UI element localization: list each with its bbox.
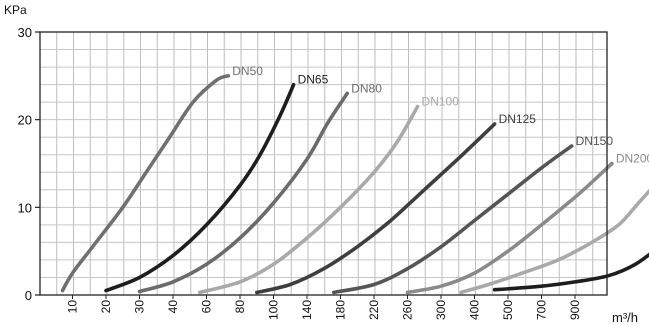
series-label-dn65: DN65 — [298, 73, 329, 87]
x-tick-label: 700 — [535, 300, 549, 320]
x-tick-label: 400 — [468, 300, 482, 320]
x-tick-label: 60 — [200, 300, 214, 314]
y-tick-label: 0 — [25, 288, 32, 303]
series-label-dn100: DN100 — [422, 95, 460, 109]
series-line-dn80 — [137, 91, 349, 294]
x-tick-label: 100 — [267, 300, 281, 320]
series-line-dn150 — [332, 144, 574, 295]
x-tick-label: 30 — [133, 300, 147, 314]
series-labels: DN50DN65DN80DN100DN125DN150DN200DN250DN3… — [232, 64, 649, 166]
series-line-dn200 — [405, 161, 614, 295]
x-tick-label: 260 — [401, 300, 415, 320]
series-line-dn250 — [459, 188, 649, 295]
axes: 0 10 20 30 10 20 30 40 60 80 100 140 180 220 260 300 400… — [18, 25, 608, 320]
y-tick-label: 20 — [18, 113, 32, 128]
x-tick-label: 180 — [334, 300, 348, 320]
grid — [39, 31, 607, 296]
x-tick-label: 10 — [66, 300, 80, 314]
series-line-dn300 — [492, 252, 649, 292]
series-layer — [60, 74, 649, 295]
series-label-dn80: DN80 — [351, 81, 382, 95]
y-axis-label: KPa — [4, 3, 27, 17]
series-label-dn50: DN50 — [232, 64, 263, 78]
x-tick-label: 80 — [233, 300, 247, 314]
x-tick-label: 140 — [300, 300, 314, 320]
x-tick-label: 20 — [99, 300, 113, 314]
y-tick-label: 30 — [18, 25, 32, 40]
x-tick-label: 40 — [166, 300, 180, 314]
series-line-dn100 — [198, 104, 420, 295]
series-line-dn65 — [104, 82, 296, 293]
series-line-dn50 — [60, 74, 231, 293]
x-tick-label: 900 — [568, 300, 582, 320]
series-label-dn125: DN125 — [499, 112, 537, 126]
x-axis-label: m³/h — [612, 310, 638, 325]
series-label-dn150: DN150 — [576, 134, 614, 148]
x-tick-label: 220 — [367, 300, 381, 320]
x-tick-label: 300 — [434, 300, 448, 320]
plot-frame — [39, 31, 608, 296]
series-line-dn125 — [255, 122, 497, 295]
y-tick-label: 10 — [18, 200, 32, 215]
x-tick-label: 500 — [501, 300, 515, 320]
series-label-dn200: DN200 — [616, 152, 649, 166]
